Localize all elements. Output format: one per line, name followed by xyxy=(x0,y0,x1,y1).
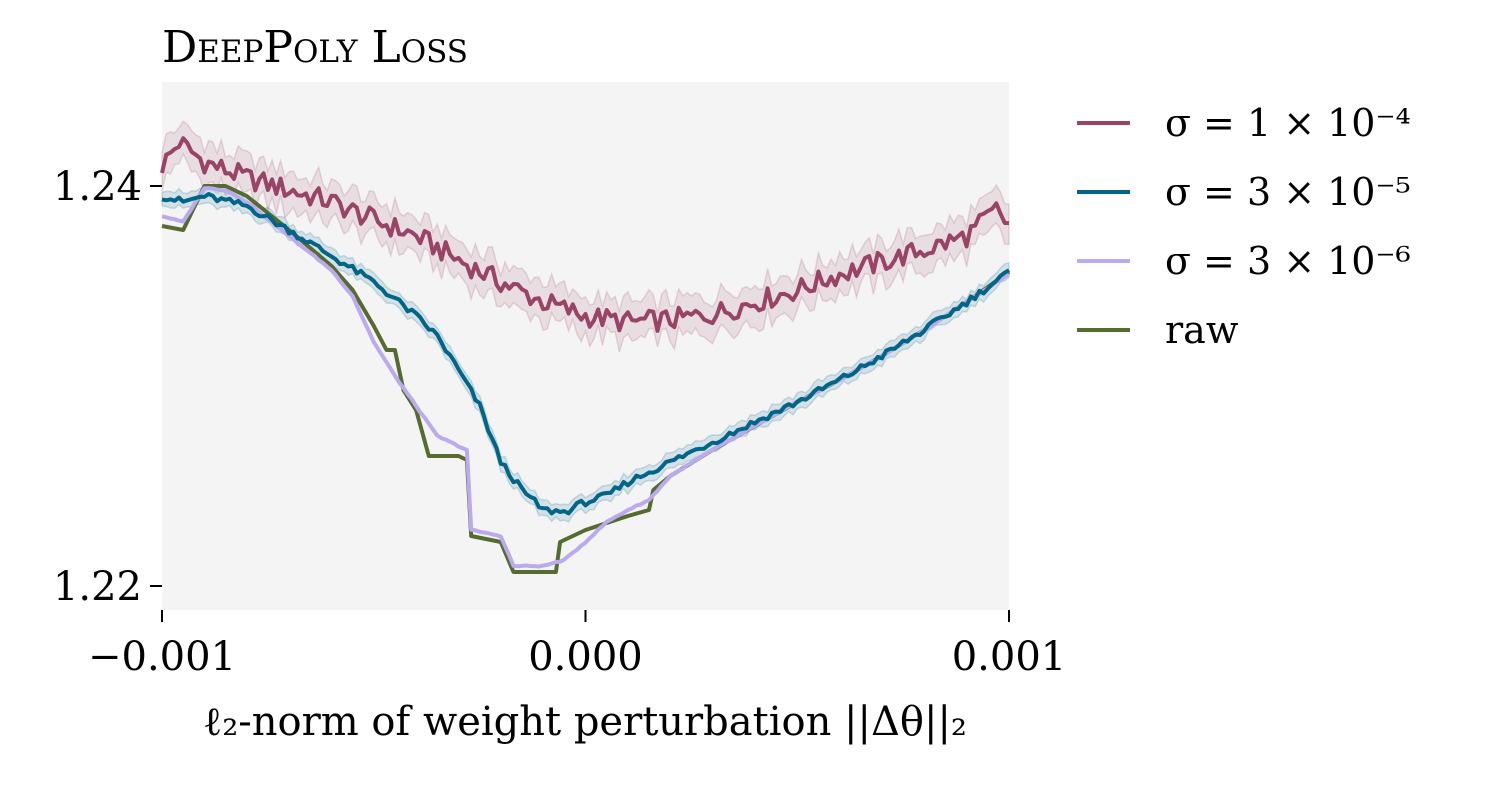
x-tick-label: −0.001 xyxy=(88,634,236,680)
y-axis: 1.22 1.24 xyxy=(53,164,162,610)
x-axis: −0.001 0.000 0.001 xyxy=(88,610,1066,680)
legend-label: raw xyxy=(1165,308,1239,352)
y-tick-label: 1.24 xyxy=(53,164,142,210)
band-series-1 xyxy=(161,185,1010,523)
series-lines xyxy=(160,136,1011,574)
legend-label: σ = 3 × 10⁻⁶ xyxy=(1165,239,1411,283)
plot-area xyxy=(162,82,1009,610)
legend-label: σ = 3 × 10⁻⁵ xyxy=(1165,170,1411,214)
legend: σ = 1 × 10⁻⁴ σ = 3 × 10⁻⁵ σ = 3 × 10⁻⁶ raw xyxy=(1077,101,1411,352)
line-series-1 xyxy=(161,192,1010,516)
chart-title: DeepPoly Loss xyxy=(162,22,468,73)
line-series-0 xyxy=(160,136,1010,333)
x-tick-label: 0.001 xyxy=(952,634,1067,680)
x-axis-label: ℓ₂-norm of weight perturbation ||Δθ||₂ xyxy=(203,699,967,745)
legend-label: σ = 1 × 10⁻⁴ xyxy=(1165,101,1411,145)
y-tick-label: 1.22 xyxy=(53,564,142,610)
x-tick-label: 0.000 xyxy=(528,634,643,680)
